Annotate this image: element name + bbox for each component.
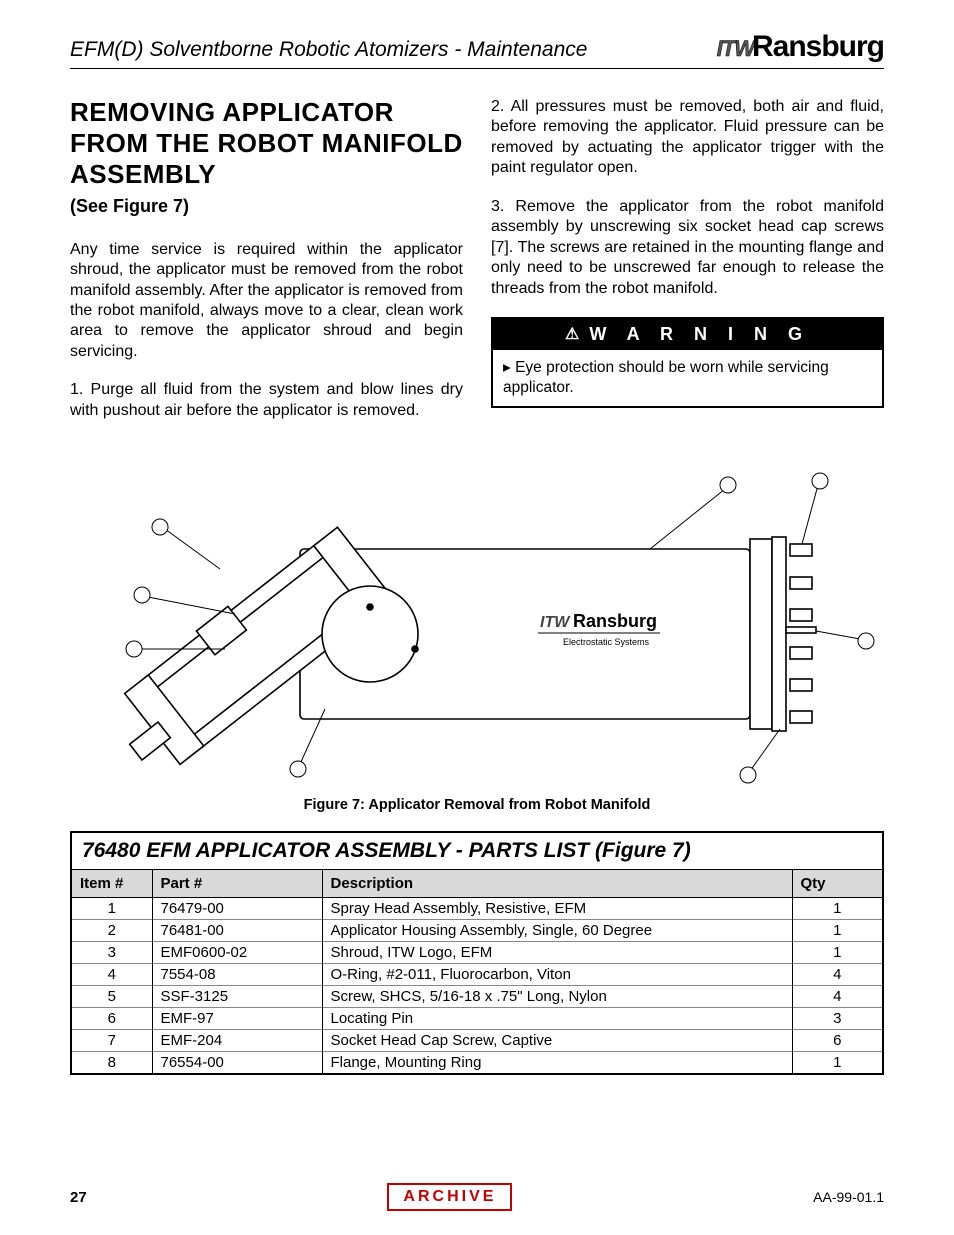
table-row: 5SSF-3125Screw, SHCS, 5/16-18 x .75" Lon… <box>72 986 882 1008</box>
diagram-logo-main: Ransburg <box>573 611 657 631</box>
table-row: 176479-00Spray Head Assembly, Resistive,… <box>72 898 882 920</box>
table-header-row: Item # Part # Description Qty <box>72 870 882 898</box>
warning-box: ⚠ W A R N I N G ▸ Eye protection should … <box>491 317 884 408</box>
table-row: 6EMF-97Locating Pin3 <box>72 1008 882 1030</box>
cell-desc: Applicator Housing Assembly, Single, 60 … <box>322 920 792 942</box>
page-header: EFM(D) Solventborne Robotic Atomizers - … <box>70 30 884 69</box>
figure-caption: Figure 7: Applicator Removal from Robot … <box>70 797 884 813</box>
th-item: Item # <box>72 870 152 898</box>
cell-qty: 3 <box>792 1008 882 1030</box>
cell-qty: 1 <box>792 942 882 964</box>
cell-part: EMF0600-02 <box>152 942 322 964</box>
table-row: 47554-08O-Ring, #2-011, Fluorocarbon, Vi… <box>72 964 882 986</box>
table-row: 876554-00Flange, Mounting Ring1 <box>72 1052 882 1074</box>
cell-part: 76479-00 <box>152 898 322 920</box>
page-number: 27 <box>70 1189 87 1206</box>
table-row: 7EMF-204Socket Head Cap Screw, Captive6 <box>72 1030 882 1052</box>
cell-item: 1 <box>72 898 152 920</box>
svg-text:3: 3 <box>725 481 731 492</box>
cell-part: EMF-97 <box>152 1008 322 1030</box>
svg-text:1: 1 <box>157 523 163 534</box>
cell-item: 2 <box>72 920 152 942</box>
cell-desc: Socket Head Cap Screw, Captive <box>322 1030 792 1052</box>
cell-desc: Shroud, ITW Logo, EFM <box>322 942 792 964</box>
right-column: 2. All pressures must be removed, both a… <box>491 97 884 439</box>
parts-table-title: 76480 EFM APPLICATOR ASSEMBLY - PARTS LI… <box>72 833 882 870</box>
paragraph: Any time service is required within the … <box>70 240 463 363</box>
document-id: AA-99-01.1 <box>813 1189 884 1205</box>
cell-qty: 1 <box>792 1052 882 1074</box>
svg-text:4: 4 <box>139 591 145 602</box>
warning-body: ▸ Eye protection should be worn while se… <box>493 350 882 406</box>
cell-desc: Spray Head Assembly, Resistive, EFM <box>322 898 792 920</box>
svg-text:8: 8 <box>745 771 751 782</box>
cell-part: 7554-08 <box>152 964 322 986</box>
parts-table: 76480 EFM APPLICATOR ASSEMBLY - PARTS LI… <box>70 831 884 1075</box>
table-row: 276481-00Applicator Housing Assembly, Si… <box>72 920 882 942</box>
page-footer: 27 ARCHIVE AA-99-01.1 <box>70 1183 884 1211</box>
cell-qty: 1 <box>792 920 882 942</box>
figure-diagram: ITW Ransburg Electrostatic Systems 1 2 3… <box>70 459 884 789</box>
archive-stamp: ARCHIVE <box>387 1183 512 1211</box>
warning-label: W A R N I N G <box>589 323 810 346</box>
cell-part: SSF-3125 <box>152 986 322 1008</box>
cell-item: 4 <box>72 964 152 986</box>
th-qty: Qty <box>792 870 882 898</box>
cell-part: 76481-00 <box>152 920 322 942</box>
cell-qty: 1 <box>792 898 882 920</box>
paragraph: 3. Remove the applicator from the robot … <box>491 197 884 299</box>
svg-text:2: 2 <box>295 765 301 776</box>
cell-qty: 4 <box>792 964 882 986</box>
diagram-logo-itw: ITW <box>540 614 571 631</box>
header-title: EFM(D) Solventborne Robotic Atomizers - … <box>70 38 587 62</box>
section-heading: REMOVING APPLICATOR FROM THE ROBOT MANIF… <box>70 97 463 191</box>
cell-desc: Flange, Mounting Ring <box>322 1052 792 1074</box>
cell-item: 6 <box>72 1008 152 1030</box>
cell-item: 8 <box>72 1052 152 1074</box>
svg-text:5: 5 <box>131 645 137 656</box>
cell-desc: O-Ring, #2-011, Fluorocarbon, Viton <box>322 964 792 986</box>
cell-item: 7 <box>72 1030 152 1052</box>
cell-desc: Locating Pin <box>322 1008 792 1030</box>
paragraph: 2. All pressures must be removed, both a… <box>491 97 884 179</box>
parts-table-grid: Item # Part # Description Qty 176479-00S… <box>72 870 882 1073</box>
th-part: Part # <box>152 870 322 898</box>
cell-qty: 6 <box>792 1030 882 1052</box>
diagram-logo-sub: Electrostatic Systems <box>563 637 650 647</box>
cell-item: 3 <box>72 942 152 964</box>
left-column: REMOVING APPLICATOR FROM THE ROBOT MANIF… <box>70 97 463 439</box>
table-row: 3EMF0600-02Shroud, ITW Logo, EFM1 <box>72 942 882 964</box>
paragraph: 1. Purge all fluid from the system and b… <box>70 380 463 421</box>
cell-part: EMF-204 <box>152 1030 322 1052</box>
section-subheading: (See Figure 7) <box>70 195 463 218</box>
cell-item: 5 <box>72 986 152 1008</box>
cell-desc: Screw, SHCS, 5/16-18 x .75" Long, Nylon <box>322 986 792 1008</box>
warning-header: ⚠ W A R N I N G <box>493 319 882 350</box>
logo-itw: ITW <box>717 36 754 61</box>
th-desc: Description <box>322 870 792 898</box>
content-columns: REMOVING APPLICATOR FROM THE ROBOT MANIF… <box>70 97 884 439</box>
logo-main: Ransburg <box>752 30 884 63</box>
cell-qty: 4 <box>792 986 882 1008</box>
cell-part: 76554-00 <box>152 1052 322 1074</box>
svg-text:7: 7 <box>817 477 823 488</box>
brand-logo: ITWRansburg <box>717 30 884 64</box>
warning-icon: ⚠ <box>565 325 579 345</box>
diagram-svg: ITW Ransburg Electrostatic Systems 1 2 3… <box>70 459 884 789</box>
svg-text:6: 6 <box>863 637 869 648</box>
